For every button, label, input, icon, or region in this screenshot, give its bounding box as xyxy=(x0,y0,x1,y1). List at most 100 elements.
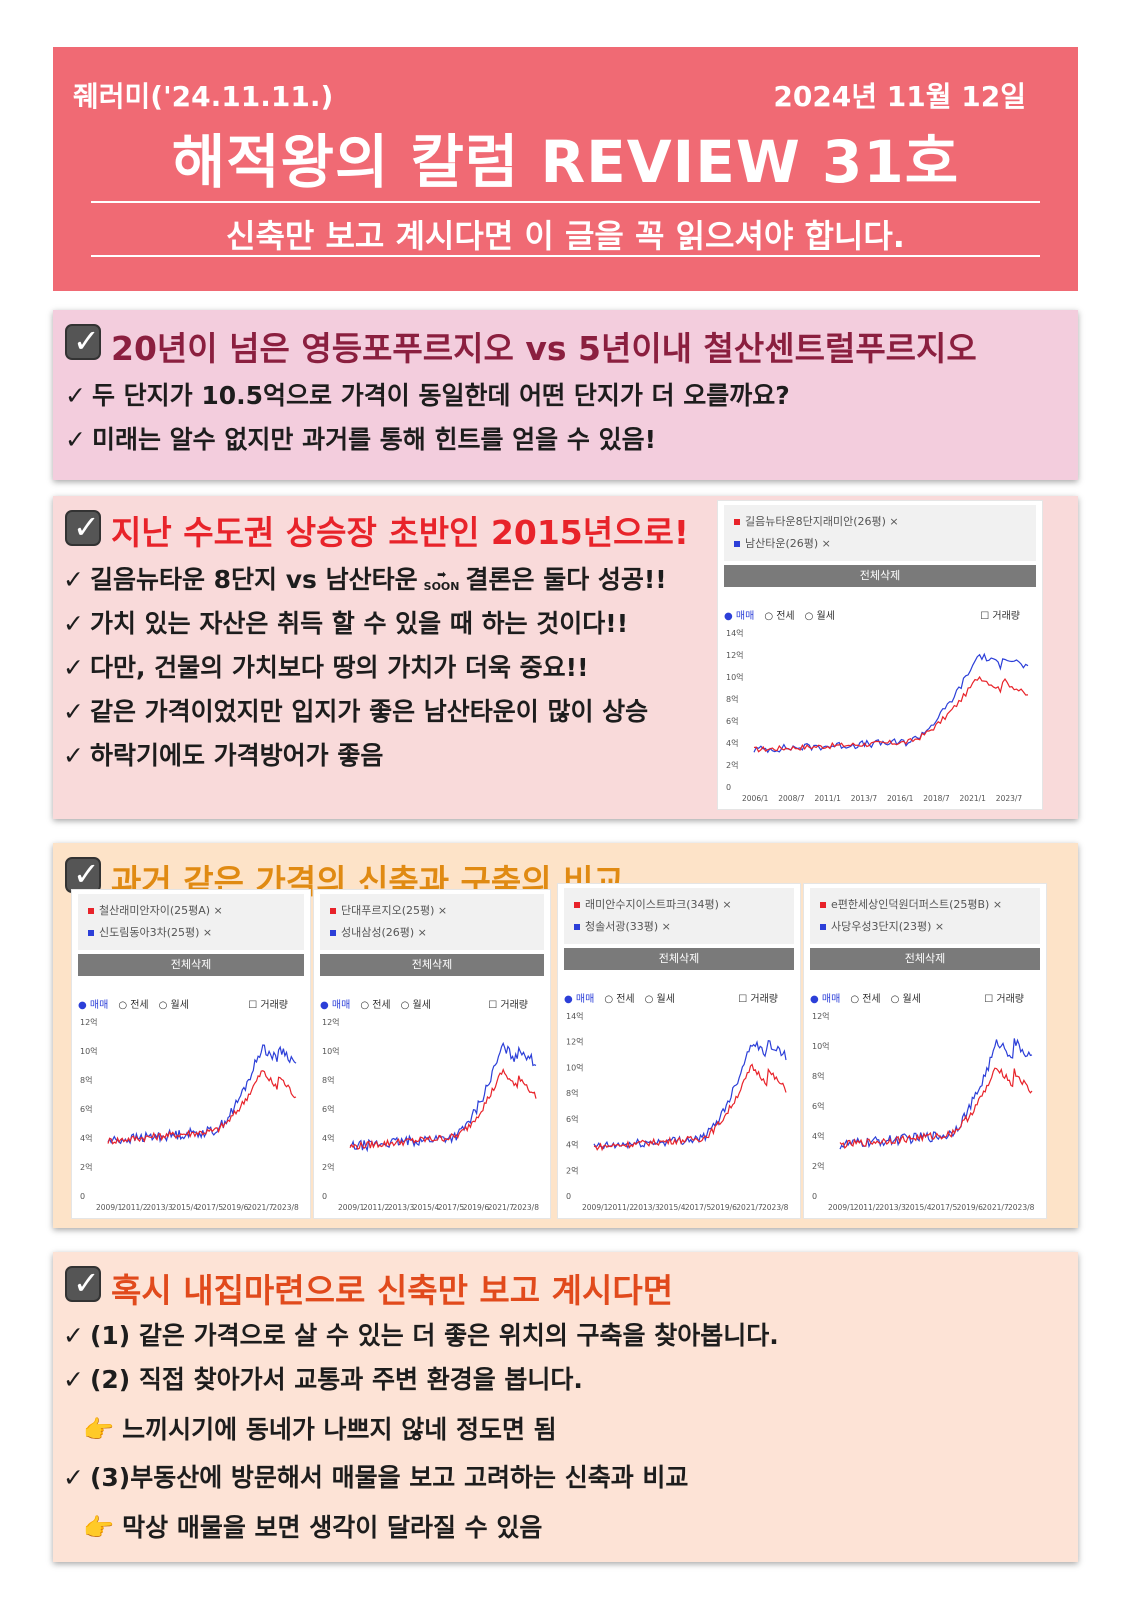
radio-sale[interactable]: ● 매매 xyxy=(810,994,841,1005)
volume-checkbox[interactable]: ☐ 거래량 xyxy=(980,611,1020,622)
check-icon: ✓ xyxy=(63,1321,84,1350)
section-title: 혹시 내집마련으로 신축만 보고 계시다면 xyxy=(111,1271,674,1310)
legend-item[interactable]: 신도림동아3차(25평) × xyxy=(88,924,212,940)
chart-legend: 철산래미안자이(25평A) × 신도림동아3차(25평) × xyxy=(78,894,304,950)
x-tick-label: 2008/7 xyxy=(778,794,805,803)
legend-item[interactable]: 래미안수지이스트파크(34평) × xyxy=(574,896,732,912)
bullet-line: ✓ 같은 가격이었지만 입지가 좋은 남산타운이 많이 상승 xyxy=(63,697,649,726)
section-comparison-intro: ✓ 20년이 넘은 영등포푸르지오 vs 5년이내 철산센트럴푸르지오 ✓ 두 단… xyxy=(53,310,1078,480)
legend-item[interactable]: 철산래미안자이(25평A) × xyxy=(88,902,223,918)
series-line-blue xyxy=(349,1041,537,1153)
y-tick-label: 2억 xyxy=(566,1165,578,1175)
radio-sale[interactable]: ● 매매 xyxy=(78,1000,109,1011)
trade-type-radios[interactable]: ● 매매 ○ 전세 ○ 월세 ☐ 거래량 xyxy=(810,990,1040,1006)
radio-jeonse[interactable]: ○ 전세 xyxy=(604,994,635,1005)
legend-item[interactable]: 사당우성3단지(23평) × xyxy=(820,918,944,934)
x-tick-label: 2018/7 xyxy=(923,794,950,803)
section-advice: ✓ 혹시 내집마련으로 신축만 보고 계시다면 ✓ (1) 같은 가격으로 살 수… xyxy=(53,1252,1078,1562)
y-tick-label: 10억 xyxy=(812,1041,830,1051)
volume-checkbox[interactable]: ☐ 거래량 xyxy=(488,1000,528,1011)
y-tick-label: 8억 xyxy=(726,694,738,704)
radio-jeonse[interactable]: ○ 전세 xyxy=(360,1000,391,1011)
chart-legend: e편한세상인덕원더퍼스트(25평B) × 사당우성3단지(23평) × xyxy=(810,888,1040,944)
series-line-blue xyxy=(107,1044,297,1145)
radio-jeonse[interactable]: ○ 전세 xyxy=(850,994,881,1005)
bullet-line: ✓ 두 단지가 10.5억으로 가격이 동일한데 어떤 단지가 더 오를까요? xyxy=(65,381,790,410)
chart-plot: 12억10억8억6억4억2억02009/12011/22013/32015/42… xyxy=(80,1017,299,1212)
x-tick-label: 2013/3 xyxy=(633,1203,660,1212)
radio-sale[interactable]: ● 매매 xyxy=(724,611,755,622)
y-tick-label: 10억 xyxy=(726,672,744,682)
volume-checkbox[interactable]: ☐ 거래량 xyxy=(984,994,1024,1005)
x-tick-label: 2015/4 xyxy=(659,1203,686,1212)
y-tick-label: 12억 xyxy=(80,1018,98,1027)
y-tick-label: 6억 xyxy=(80,1104,92,1114)
x-tick-label: 2019/6 xyxy=(222,1203,249,1212)
delete-all-button[interactable]: 전체삭제 xyxy=(724,565,1036,587)
y-tick-label: 12억 xyxy=(726,650,744,660)
y-tick-label: 0 xyxy=(80,1192,85,1201)
y-tick-label: 2억 xyxy=(80,1162,92,1172)
bullet-line: ✓ 다만, 건물의 가치보다 땅의 가치가 더욱 중요!! xyxy=(63,653,589,682)
x-tick-label: 2013/3 xyxy=(146,1203,173,1212)
volume-checkbox[interactable]: ☐ 거래량 xyxy=(248,1000,288,1011)
section-title: 20년이 넘은 영등포푸르지오 vs 5년이내 철산센트럴푸르지오 xyxy=(111,329,977,368)
x-tick-label: 2011/2 xyxy=(121,1203,148,1212)
legend-item[interactable]: 성내삼성(26평) × xyxy=(330,924,427,940)
legend-item[interactable]: 남산타운(26평) × xyxy=(734,535,831,551)
check-icon: ✓ xyxy=(63,1463,84,1492)
legend-item[interactable]: 길음뉴타운8단지래미안(26평) × xyxy=(734,513,899,529)
x-tick-label: 2019/6 xyxy=(463,1203,490,1212)
y-tick-label: 4억 xyxy=(812,1131,824,1141)
radio-monthly[interactable]: ○ 월세 xyxy=(400,1000,431,1011)
radio-jeonse[interactable]: ○ 전세 xyxy=(764,611,795,622)
x-tick-label: 2023/8 xyxy=(762,1203,789,1212)
delete-all-button[interactable]: 전체삭제 xyxy=(810,948,1040,970)
x-tick-label: 2017/5 xyxy=(685,1203,712,1212)
legend-item[interactable]: e편한세상인덕원더퍼스트(25평B) × xyxy=(820,896,1002,912)
radio-monthly[interactable]: ○ 월세 xyxy=(804,611,835,622)
y-tick-label: 14억 xyxy=(726,629,744,638)
radio-sale[interactable]: ● 매매 xyxy=(320,1000,351,1011)
divider xyxy=(91,201,1040,203)
delete-all-button[interactable]: 전체삭제 xyxy=(320,954,544,976)
series-line-red xyxy=(349,1068,537,1150)
check-icon: ✓ xyxy=(63,741,84,770)
bullet-line: ✓ 길음뉴타운 8단지 vs 남산타운 ➡ SOON 결론은 둘다 성공!! xyxy=(63,565,667,594)
price-chart: 철산래미안자이(25평A) × 신도림동아3차(25평) × 전체삭제 ● 매매 ○ 전… xyxy=(71,889,311,1219)
radio-sale[interactable]: ● 매매 xyxy=(564,994,595,1005)
series-line-blue xyxy=(839,1038,1033,1150)
y-tick-label: 4억 xyxy=(566,1140,578,1150)
trade-type-radios[interactable]: ● 매매 ○ 전세 ○ 월세 ☐ 거래량 xyxy=(724,607,1036,623)
legend-item[interactable]: 단대푸르지오(25평) × xyxy=(330,902,447,918)
delete-all-button[interactable]: 전체삭제 xyxy=(564,948,794,970)
x-tick-label: 2021/7 xyxy=(247,1203,274,1212)
volume-checkbox[interactable]: ☐ 거래량 xyxy=(738,994,778,1005)
x-tick-label: 2023/7 xyxy=(996,794,1023,803)
check-icon: ✓ xyxy=(65,425,86,454)
trade-type-radios[interactable]: ● 매매 ○ 전세 ○ 월세 ☐ 거래량 xyxy=(78,996,304,1012)
checkbox-icon: ✓ xyxy=(65,508,101,546)
series-line-red xyxy=(107,1070,297,1145)
x-tick-label: 2013/7 xyxy=(851,794,878,803)
radio-monthly[interactable]: ○ 월세 xyxy=(644,994,675,1005)
x-tick-label: 2015/4 xyxy=(172,1203,199,1212)
y-tick-label: 2억 xyxy=(812,1161,824,1171)
bullet-line: ✓ 하락기에도 가격방어가 좋음 xyxy=(63,741,384,770)
radio-monthly[interactable]: ○ 월세 xyxy=(158,1000,189,1011)
x-tick-label: 2009/1 xyxy=(338,1203,365,1212)
x-tick-label: 2011/2 xyxy=(854,1203,881,1212)
check-icon: ✓ xyxy=(65,381,86,410)
delete-all-button[interactable]: 전체삭제 xyxy=(78,954,304,976)
page-title: 해적왕의 칼럼 REVIEW 31호 xyxy=(171,128,960,196)
legend-item[interactable]: 청솔서광(33평) × xyxy=(574,918,671,934)
x-tick-label: 2021/7 xyxy=(488,1203,515,1212)
series-line-blue xyxy=(753,652,1029,754)
trade-type-radios[interactable]: ● 매매 ○ 전세 ○ 월세 ☐ 거래량 xyxy=(320,996,544,1012)
radio-monthly[interactable]: ○ 월세 xyxy=(890,994,921,1005)
x-tick-label: 2009/1 xyxy=(582,1203,609,1212)
radio-jeonse[interactable]: ○ 전세 xyxy=(118,1000,149,1011)
series-line-red xyxy=(593,1063,787,1152)
trade-type-radios[interactable]: ● 매매 ○ 전세 ○ 월세 ☐ 거래량 xyxy=(564,990,794,1006)
